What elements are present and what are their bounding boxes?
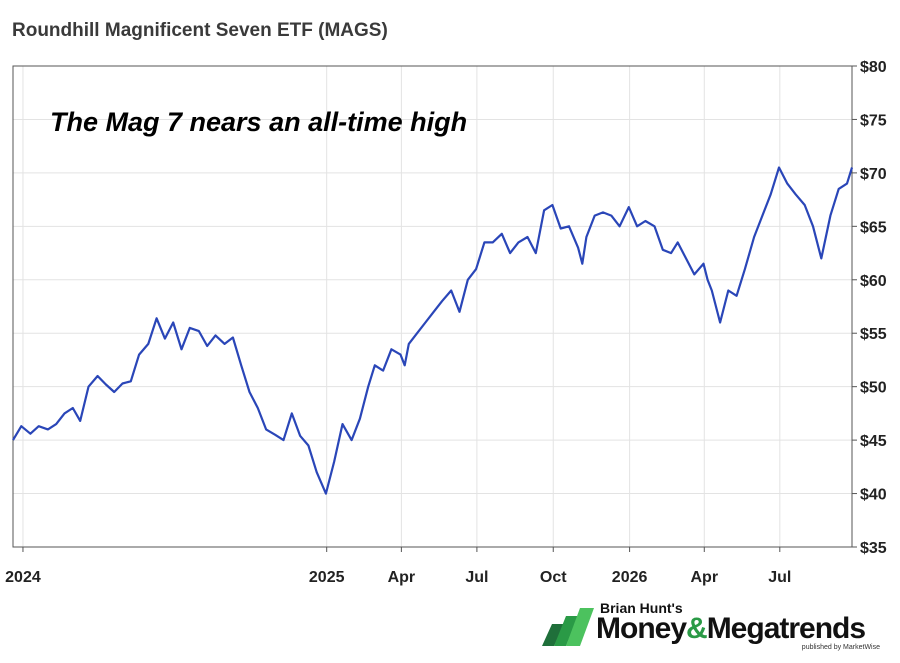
ytick-label: $45 bbox=[860, 433, 887, 450]
ytick-label: $70 bbox=[860, 166, 887, 183]
logo-pre: Brian Hunt's bbox=[600, 600, 683, 616]
ytick-label: $65 bbox=[860, 219, 887, 236]
ytick-label: $75 bbox=[860, 112, 887, 129]
logo-brand: Money&Megatrends bbox=[596, 612, 866, 646]
money-megatrends-logo: Brian Hunt's Money&Megatrends published … bbox=[540, 600, 890, 652]
xtick-label: Oct bbox=[540, 569, 567, 586]
xtick-label: Apr bbox=[691, 569, 719, 586]
xtick-label: Jul bbox=[465, 569, 488, 586]
xtick-label: 2026 bbox=[612, 569, 648, 586]
chart-plot: The Mag 7 nears an all-time high $35 $40 $… bbox=[5, 59, 887, 586]
logo-brand-b: Megatrends bbox=[706, 612, 866, 645]
chart-title: Roundhill Magnificent Seven ETF (MAGS) bbox=[12, 20, 388, 41]
logo-brand-a: Money bbox=[596, 612, 687, 645]
ytick-label: $40 bbox=[860, 487, 887, 504]
chart-annotation: The Mag 7 nears an all-time high bbox=[50, 107, 467, 137]
xtick-label: 2025 bbox=[309, 569, 345, 586]
logo-amp: & bbox=[686, 612, 708, 645]
logo-published: published by MarketWise bbox=[801, 644, 880, 651]
ytick-label: $80 bbox=[860, 59, 887, 76]
ytick-label: $55 bbox=[860, 326, 887, 343]
logo-bars-icon bbox=[542, 608, 594, 646]
xtick-label: Jul bbox=[768, 569, 791, 586]
ytick-label: $35 bbox=[860, 540, 887, 557]
xtick-label: 2024 bbox=[5, 569, 41, 586]
xtick-label: Apr bbox=[388, 569, 416, 586]
price-line bbox=[12, 166, 854, 495]
ytick-label: $50 bbox=[860, 380, 887, 397]
ytick-label: $60 bbox=[860, 273, 887, 290]
